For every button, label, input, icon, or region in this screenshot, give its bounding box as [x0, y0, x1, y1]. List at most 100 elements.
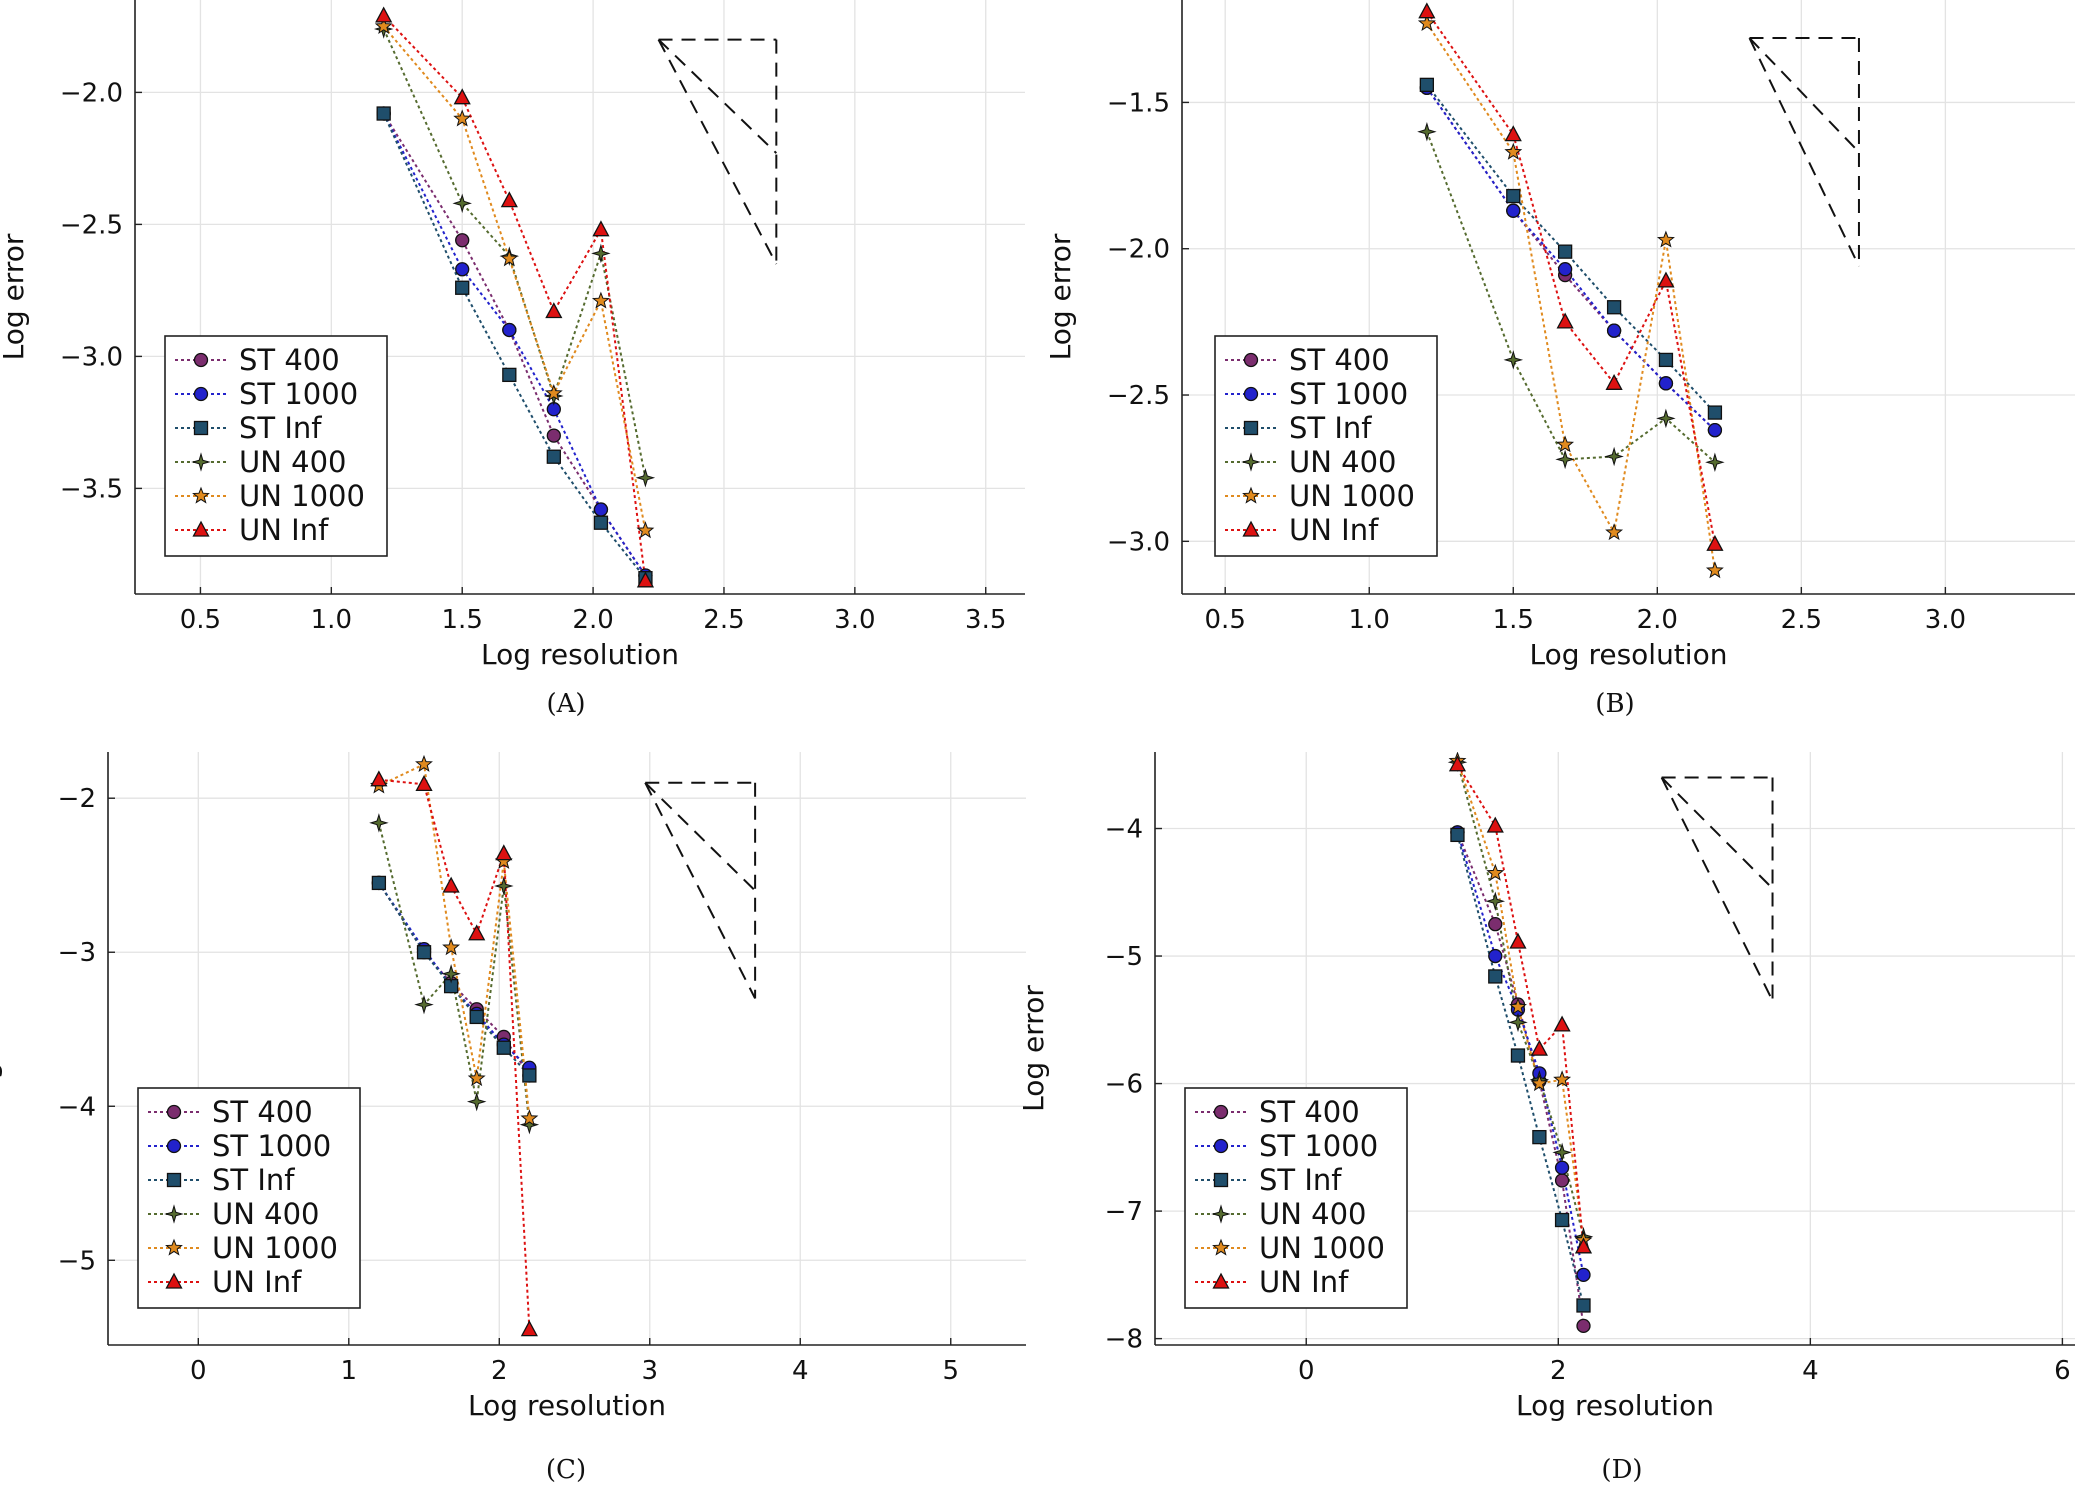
x-tick-label: 2.5 [1781, 605, 1822, 635]
panel-caption: (D) [1601, 1455, 1642, 1485]
triangle-slope-1 [657, 38, 778, 154]
legend-marker-un-400 [191, 452, 211, 472]
data-point-un-inf [375, 6, 393, 23]
data-point-un-1000 [415, 754, 433, 772]
y-axis-label: Log error [0, 233, 30, 360]
legend-label-st-1000: ST 1000 [239, 377, 358, 411]
data-point-un-inf [1553, 1015, 1571, 1032]
data-point-un-inf [1486, 816, 1504, 833]
y-tick-label: −4 [58, 1092, 96, 1122]
x-axis-label: Log resolution [1516, 1389, 1714, 1422]
triangle-slope-1 [1660, 776, 1774, 890]
data-point-un-400 [1705, 452, 1725, 473]
x-tick-label: 2.0 [572, 605, 613, 635]
data-point-un-inf [1448, 755, 1467, 772]
data-point-st-400 [1554, 1173, 1570, 1188]
legend-marker-un-400 [164, 1204, 184, 1224]
data-point-st-1000 [1506, 203, 1521, 218]
legend-marker-un-inf [192, 520, 210, 537]
data-point-un-inf [468, 924, 486, 941]
y-tick-label: −7 [1105, 1197, 1143, 1227]
x-tick-label: 1.5 [442, 605, 483, 635]
legend-label-un-400: UN 400 [1289, 445, 1397, 479]
data-point-st-inf [502, 367, 517, 383]
x-tick-label: 5 [942, 1356, 959, 1386]
legend-label-un-400: UN 400 [239, 445, 347, 479]
legend-label-un-inf: UN Inf [239, 513, 329, 547]
series-group [1417, 2, 1725, 579]
legend-label-un-inf: UN Inf [1289, 513, 1379, 547]
data-point-st-inf [1488, 969, 1503, 984]
triangle-slope-2 [1660, 777, 1774, 1002]
legend-marker-st-1000 [193, 386, 209, 402]
x-axis-label: Log resolution [481, 638, 679, 671]
data-point-un-1000 [520, 1109, 539, 1127]
data-point-un-1000 [1605, 523, 1624, 541]
legend-marker-st-1000 [1243, 386, 1259, 402]
legend-box [164, 335, 388, 557]
data-point-st-inf [1532, 1129, 1547, 1145]
legend-label-st-inf: ST Inf [239, 411, 322, 445]
y-axis-label: Log error [0, 985, 3, 1112]
legend-marker-un-1000 [1212, 1238, 1230, 1256]
data-point-un-inf [1605, 373, 1623, 390]
legend-marker-un-400 [1211, 1204, 1231, 1224]
data-point-un-400 [466, 1091, 487, 1112]
y-tick-label: −2.5 [1107, 381, 1170, 411]
y-tick-label: −2.0 [1107, 235, 1170, 265]
y-tick-label: −4 [1105, 815, 1143, 845]
legend-label-st-400: ST 400 [239, 343, 340, 377]
data-point-st-inf [546, 449, 561, 464]
series-line-st-inf [1426, 84, 1716, 414]
data-point-un-inf [370, 770, 388, 787]
y-tick-label: −1.5 [1107, 88, 1170, 118]
y-tick-label: −6 [1105, 1070, 1143, 1100]
legend-label-un-1000: UN 1000 [1259, 1231, 1385, 1265]
data-point-st-inf [416, 945, 432, 960]
legend-marker-st-400 [193, 352, 209, 368]
data-point-un-inf [1509, 932, 1527, 949]
chart-panel-b: 0.5 1.0 1.5 2.0 2.5 3.0 −3.0 −2.5 −2.0 −1.5 Log re… [1044, 0, 2075, 719]
data-point-un-1000 [1509, 997, 1527, 1015]
slope-triangle [1660, 776, 1774, 1002]
data-point-un-400 [1552, 1142, 1572, 1163]
y-tick-label: −3 [58, 938, 96, 968]
data-point-st-1000 [1554, 1160, 1570, 1175]
series-group [369, 754, 540, 1337]
data-point-un-1000 [1417, 13, 1436, 32]
data-point-un-1000 [1486, 863, 1505, 881]
data-point-st-400 [1576, 1318, 1591, 1334]
data-point-un-inf [453, 88, 471, 105]
legend-marker-un-inf [165, 1272, 183, 1289]
panel-caption: (B) [1595, 689, 1634, 719]
data-point-st-400 [546, 428, 561, 443]
data-point-un-1000 [1705, 561, 1724, 579]
data-point-un-inf [442, 876, 460, 893]
data-point-st-inf [376, 106, 391, 121]
chart-panel-d: 0 2 4 6 −8 −7 −6 −5 −4 Log resolution Log error ST … [1017, 752, 2075, 1485]
series-line-st-inf [382, 113, 647, 579]
series-line-st-400 [1426, 87, 1716, 431]
slope-triangle [1748, 37, 1860, 267]
data-point-st-inf [1576, 1298, 1591, 1313]
legend-label-st-inf: ST Inf [1289, 411, 1372, 445]
series-line-un-1000 [1426, 22, 1716, 571]
x-tick-label: 2 [491, 1356, 508, 1386]
data-point-un-inf [1504, 125, 1522, 142]
data-point-st-1000 [455, 262, 470, 277]
data-point-st-inf [1450, 827, 1465, 843]
legend-marker-un-400 [1241, 452, 1261, 472]
x-tick-label: 2.0 [1637, 605, 1678, 635]
data-point-un-1000 [453, 109, 472, 127]
data-point-st-inf [1658, 352, 1674, 368]
x-tick-label: 0 [1298, 1356, 1315, 1386]
x-tick-label: 1.5 [1493, 605, 1534, 635]
y-tick-label: −5 [1105, 942, 1143, 972]
series-line-un-1000 [382, 25, 647, 531]
data-point-un-1000 [1553, 1070, 1572, 1088]
data-point-un-1000 [442, 938, 461, 956]
data-point-un-inf [592, 220, 610, 237]
x-tick-label: 3 [641, 1356, 658, 1386]
